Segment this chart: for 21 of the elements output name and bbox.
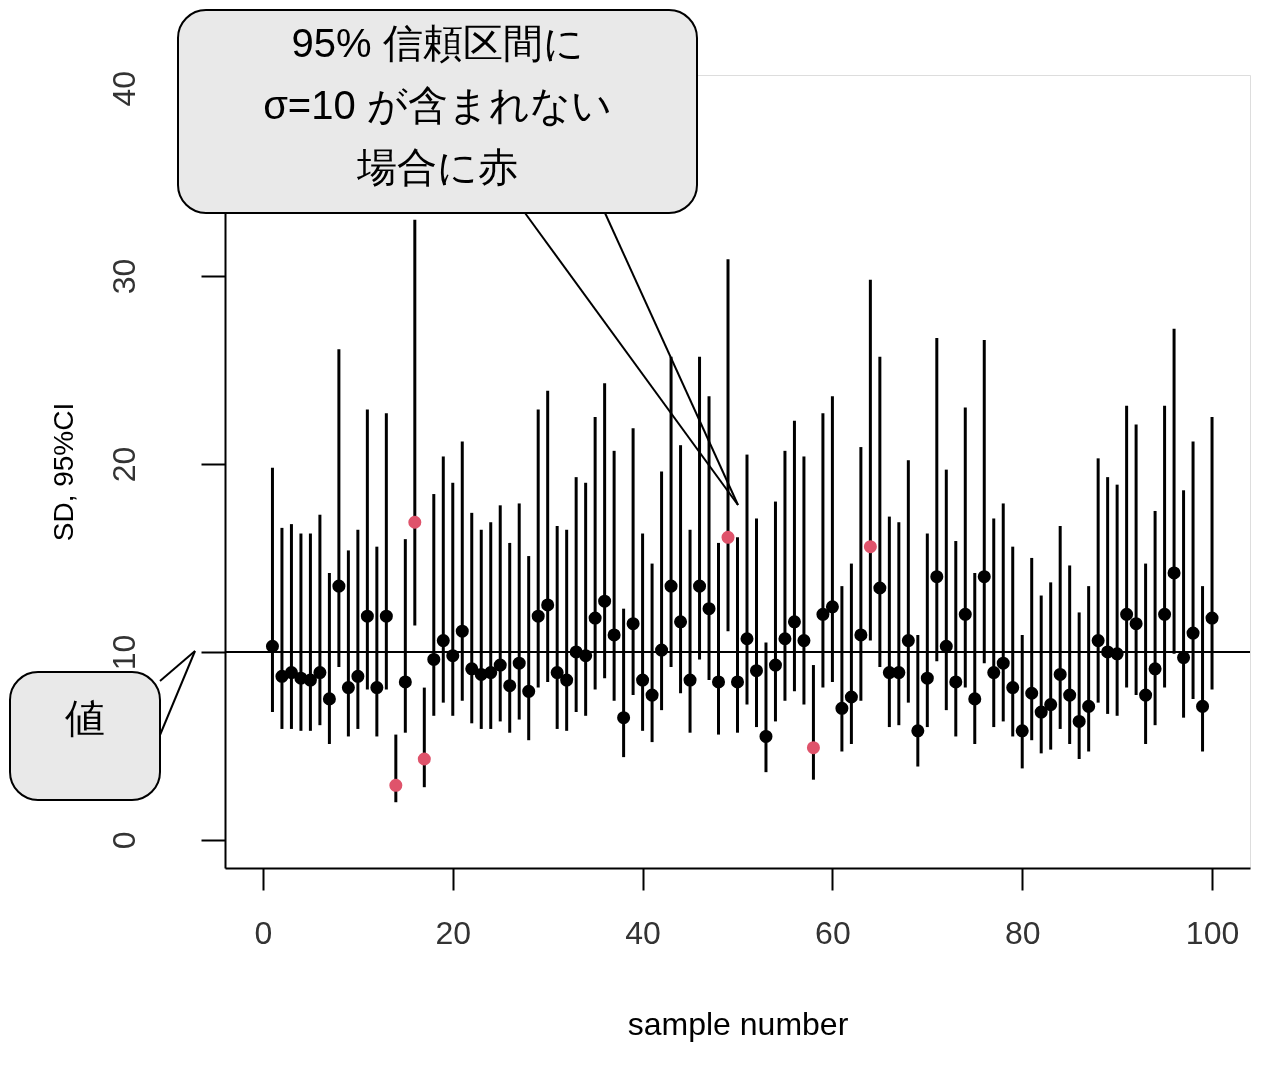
point [389, 778, 403, 792]
x-tick-label: 0 [254, 914, 273, 951]
annotation: 95% 信頼区間にσ=10 が含まれない場合に赤 [263, 21, 612, 189]
x-axis-title: sample number [627, 1005, 849, 1042]
x-tick-label: 100 [1185, 914, 1240, 951]
point [863, 540, 877, 554]
point [721, 530, 735, 544]
point [408, 515, 422, 529]
point [417, 752, 431, 766]
text: 値 [65, 696, 105, 740]
point [806, 741, 820, 755]
x-tick-label: 20 [435, 914, 472, 951]
y-tick-label: 0 [105, 831, 142, 850]
y-tick-label: 10 [105, 634, 142, 671]
y-tick-label: 20 [105, 446, 142, 483]
y-axis-title: SD, 95%CI [47, 402, 79, 542]
y-tick-label: 30 [105, 258, 142, 295]
y-tick-label: 40 [105, 70, 142, 107]
x-tick-label: 60 [815, 914, 851, 951]
x-tick-label: 80 [1004, 914, 1041, 951]
x-tick-label: 40 [625, 914, 661, 951]
